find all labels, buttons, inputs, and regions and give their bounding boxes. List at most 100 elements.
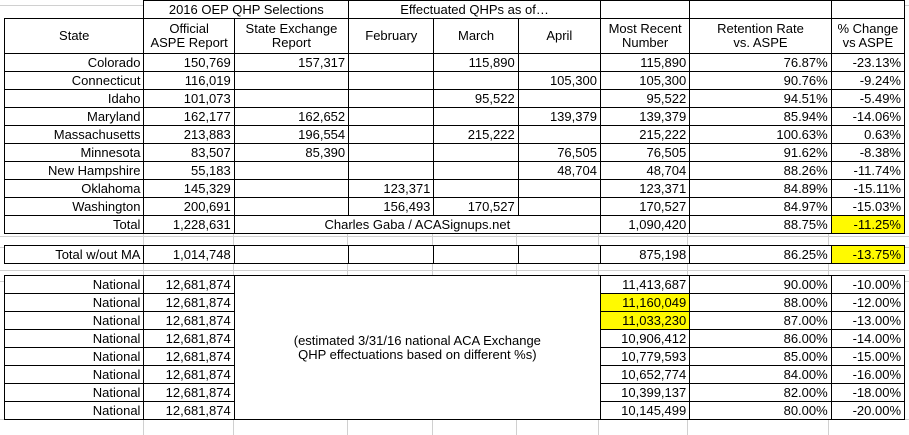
cell-national-change: -16.00% [830, 365, 906, 384]
cell-retention: 90.76% [689, 71, 832, 90]
cell-aspe: 200,691 [143, 197, 235, 216]
col-header-change-line1: % Change [837, 21, 899, 37]
cell-most-recent: 123,371 [599, 179, 691, 198]
group-header-spacer-retention [689, 0, 832, 19]
cell-state: Maryland [3, 107, 145, 126]
col-header-aspe: Official ASPE Report [143, 18, 235, 54]
cell-national-aspe: 12,681,874 [143, 311, 235, 330]
cell-national-change: -15.00% [830, 347, 906, 366]
cell-change: -8.38% [830, 143, 906, 162]
cell-retention: 100.63% [689, 125, 832, 144]
cell-retention: 85.94% [689, 107, 832, 126]
cell-april: 105,300 [517, 71, 601, 90]
cell-total-retention: 88.75% [689, 215, 832, 234]
group-header-selections: 2016 OEP QHP Selections [143, 0, 350, 19]
cell-march: 115,890 [433, 53, 519, 72]
cell-change: -14.06% [830, 107, 906, 126]
cell-state: New Hampshire [3, 161, 145, 180]
cell-state: Colorado [3, 53, 145, 72]
cell-april [517, 179, 601, 198]
national-note: (estimated 3/31/16 national ACA Exchange… [233, 275, 601, 420]
cell-february [348, 125, 435, 144]
cell-total-change: -11.25% [830, 215, 906, 234]
cell-february: 156,493 [348, 197, 435, 216]
cell-state: Minnesota [3, 143, 145, 162]
cell-national-retention: 85.00% [689, 347, 832, 366]
cell-april [517, 125, 601, 144]
cell-change: -9.24% [830, 71, 906, 90]
cell-aspe: 55,183 [143, 161, 235, 180]
cell-change: -23.13% [830, 53, 906, 72]
cell-change: 0.63% [830, 125, 906, 144]
cell-national-retention: 84.00% [689, 365, 832, 384]
cell-national-aspe: 12,681,874 [143, 365, 235, 384]
cell-national-change: -18.00% [830, 383, 906, 402]
cell-april [517, 89, 601, 108]
cell-state: Connecticut [3, 71, 145, 90]
cell-national-change: -20.00% [830, 401, 906, 420]
table-row: National 12,681,874 10,906,412 86.00% -1… [3, 329, 906, 348]
total-without-ma-row: Total w/out MA 1,014,748 875,198 86.25% … [3, 245, 906, 264]
cell-national-label: National [3, 329, 145, 348]
group-header-effectuated: Effectuated QHPs as of… [348, 0, 601, 19]
cell-change: -15.03% [830, 197, 906, 216]
table-row: National 12,681,874 10,399,137 82.00% -1… [3, 383, 906, 402]
cell-national-aspe: 12,681,874 [143, 347, 235, 366]
col-header-march: March [433, 18, 519, 54]
cell-exchange: 162,652 [233, 107, 350, 126]
cell-february [348, 71, 435, 90]
cell-march [433, 161, 519, 180]
cell-total-woma-february [348, 245, 435, 264]
cell-exchange [233, 179, 350, 198]
cell-national-most-recent: 10,145,499 [599, 401, 691, 420]
table-row: National 12,681,874 10,145,499 80.00% -2… [3, 401, 906, 420]
group-header-spacer-change [830, 0, 906, 19]
col-header-retention-line2: vs. ASPE [733, 35, 788, 50]
cell-total-woma-change: -13.75% [830, 245, 906, 264]
cell-national-change: -14.00% [830, 329, 906, 348]
col-header-state-exchange: State Exchange Report [233, 18, 350, 54]
cell-total-woma-most-recent: 875,198 [599, 245, 691, 264]
cell-national-retention: 87.00% [689, 311, 832, 330]
cell-national-most-recent: 10,652,774 [599, 365, 691, 384]
cell-exchange [233, 89, 350, 108]
cell-total-woma-march [433, 245, 519, 264]
cell-national-most-recent: 10,399,137 [599, 383, 691, 402]
cell-april [517, 53, 601, 72]
state-effectuation-table: 2016 OEP QHP Selections Effectuated QHPs… [3, 0, 906, 234]
cell-february [348, 53, 435, 72]
credit-banner: Charles Gaba / ACASignups.net [233, 215, 601, 234]
col-header-change: % Change vs ASPE [830, 18, 906, 54]
col-header-recent-line1: Most Recent [608, 21, 682, 37]
table-row: Massachusetts 213,883 196,554 215,222 21… [3, 125, 906, 144]
cell-total-aspe: 1,228,631 [143, 215, 235, 234]
cell-february [348, 161, 435, 180]
cell-retention: 91.62% [689, 143, 832, 162]
cell-national-retention: 88.00% [689, 293, 832, 312]
cell-march: 170,527 [433, 197, 519, 216]
cell-national-label: National [3, 311, 145, 330]
cell-april: 76,505 [517, 143, 601, 162]
cell-most-recent: 139,379 [599, 107, 691, 126]
cell-change: -11.74% [830, 161, 906, 180]
cell-april [517, 197, 601, 216]
block-gap-1 [0, 234, 909, 245]
table-row: Oklahoma 145,329 123,371 123,371 84.89% … [3, 179, 906, 198]
block-gap-2 [0, 264, 909, 275]
col-header-aspe-line2: ASPE Report [150, 35, 228, 50]
col-header-retention: Retention Rate vs. ASPE [689, 18, 832, 54]
cell-aspe: 101,073 [143, 89, 235, 108]
cell-national-most-recent: 11,033,230 [599, 311, 691, 330]
cell-retention: 84.89% [689, 179, 832, 198]
cell-exchange [233, 161, 350, 180]
cell-national-label: National [3, 383, 145, 402]
cell-national-aspe: 12,681,874 [143, 293, 235, 312]
cell-state: Oklahoma [3, 179, 145, 198]
cell-total-woma-retention: 86.25% [689, 245, 832, 264]
table-row: Minnesota 83,507 85,390 76,505 76,505 91… [3, 143, 906, 162]
cell-retention: 84.97% [689, 197, 832, 216]
cell-national-most-recent: 11,160,049 [599, 293, 691, 312]
cell-national-change: -10.00% [830, 275, 906, 294]
cell-national-label: National [3, 401, 145, 420]
cell-national-label: National [3, 365, 145, 384]
